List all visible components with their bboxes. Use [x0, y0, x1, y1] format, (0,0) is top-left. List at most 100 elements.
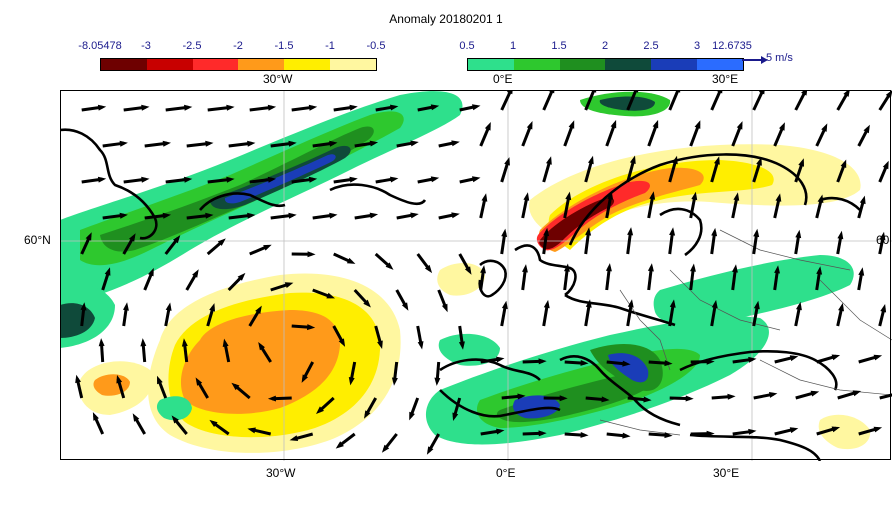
wind-vector-head	[831, 426, 841, 433]
wind-vector-head	[714, 156, 720, 165]
wind-vector-head	[451, 212, 460, 219]
wind-vector-head	[501, 228, 508, 237]
wind-vector-head	[882, 160, 889, 170]
wind-vector-head	[565, 191, 572, 201]
wind-vector-head	[484, 122, 491, 131]
wind-vector-head	[401, 302, 409, 311]
bottom-longitude-label: 30°E	[713, 466, 740, 480]
map-panel	[60, 90, 892, 461]
wind-vector-head	[840, 159, 847, 168]
wind-vector-head	[104, 267, 111, 276]
wind-vector-head	[711, 299, 718, 309]
bottom-longitude-label: 0°E	[496, 466, 516, 480]
wind-vector-head	[691, 191, 698, 201]
wind-vector-head	[748, 356, 757, 363]
wind-vector-head	[472, 176, 481, 183]
top-longitude-label: 0°E	[493, 72, 513, 86]
neg-tick-label: -2.5	[182, 40, 202, 52]
wind-vector-head	[349, 176, 358, 183]
wind-vector-head	[92, 412, 99, 421]
wind-vector-head	[329, 140, 338, 147]
wind-vector-head	[852, 390, 862, 397]
wind-vector-head	[326, 292, 335, 299]
wind-vector-head	[85, 232, 92, 241]
wind-vector-head	[417, 341, 424, 350]
wind-vector-head	[247, 212, 256, 219]
wind-vector-head	[669, 299, 676, 308]
wind-vector-head	[831, 354, 841, 361]
wind-vector-head	[308, 104, 318, 111]
wind-vector-head	[480, 265, 486, 274]
wind-vector-head	[184, 104, 193, 111]
wind-vector-head	[605, 263, 612, 272]
wind-vector-head	[148, 267, 154, 277]
wind-vector-head	[226, 176, 235, 183]
wind-vector-head	[622, 360, 631, 367]
wind-vector-head	[132, 413, 140, 422]
positive-colorbar-swatch	[559, 59, 606, 70]
negative-colorbar-swatch	[146, 59, 193, 70]
wind-vector-head	[580, 360, 589, 366]
wind-vector-head	[162, 212, 171, 219]
wind-vector-head	[753, 300, 760, 310]
pos-tick-label: 1	[509, 40, 517, 52]
wind-vector-head	[690, 263, 696, 272]
wind-vector-head	[451, 140, 460, 147]
wind-vector-head	[727, 393, 736, 400]
wind-vector-head	[859, 195, 866, 205]
wind-vector-head	[157, 375, 163, 385]
wind-vector-head	[837, 230, 844, 240]
wind-vector-head	[543, 299, 550, 309]
wind-vector-head	[601, 396, 610, 403]
top-longitude-label: 30°E	[712, 72, 739, 86]
neg-tick-label: -1	[325, 40, 335, 52]
wind-vector-head	[526, 121, 533, 130]
pos-tick-label: 0.5	[459, 40, 475, 52]
wind-vector-head	[517, 393, 526, 400]
wind-vector-head	[879, 231, 886, 241]
wind-vector-head	[769, 392, 778, 398]
wind-vector-head	[119, 212, 128, 219]
wind-vector-head	[434, 377, 441, 386]
wind-vector-head	[430, 104, 440, 111]
wind-vector-head	[664, 360, 673, 367]
wind-vector-head	[585, 227, 592, 236]
wind-vector-head	[858, 267, 865, 276]
neg-tick-label: -3	[141, 40, 151, 52]
wind-vector-head	[816, 266, 823, 275]
wind-vector-head	[523, 192, 530, 201]
wind-vector-head	[162, 140, 171, 147]
wind-vector-head	[711, 227, 718, 237]
wind-vector-arrow	[710, 90, 723, 111]
wind-vector-head	[506, 90, 513, 95]
wind-vector-field	[75, 90, 892, 455]
wind-vector-head	[652, 119, 659, 129]
neg-tick-label: -1.5	[274, 40, 294, 52]
wind-vector-head	[647, 263, 654, 272]
map-title: Anomaly 20180201 1	[389, 12, 503, 26]
negative-colorbar-swatch	[330, 59, 376, 70]
wind-vector-head	[267, 104, 277, 111]
wind-vector-head	[559, 395, 568, 402]
negative-colorbar-swatch	[238, 59, 285, 70]
wind-vector-head	[116, 375, 123, 384]
negative-anomaly-shading	[78, 144, 871, 453]
wind-vector-head	[209, 419, 218, 427]
wind-vector-head	[209, 303, 215, 312]
wind-vector-head	[452, 412, 459, 421]
wind-vector-head	[369, 212, 379, 219]
wind-vector-head	[774, 265, 780, 274]
positive-colorbar	[467, 58, 744, 71]
negative-colorbar-swatch	[284, 59, 331, 70]
wind-vector-head	[97, 104, 107, 111]
wind-vector-head	[669, 227, 676, 236]
wind-vector-head	[564, 263, 570, 272]
wind-vector-head	[546, 156, 552, 165]
right-latitude-label: 60	[876, 233, 890, 247]
wind-vector-head	[838, 302, 844, 312]
wind-vector-head	[817, 194, 824, 203]
pos-tick-label: 1.5	[551, 40, 567, 52]
wind-vector-head	[289, 435, 299, 441]
reference-vector-arrow	[742, 56, 768, 64]
wind-vector-head	[801, 90, 808, 96]
